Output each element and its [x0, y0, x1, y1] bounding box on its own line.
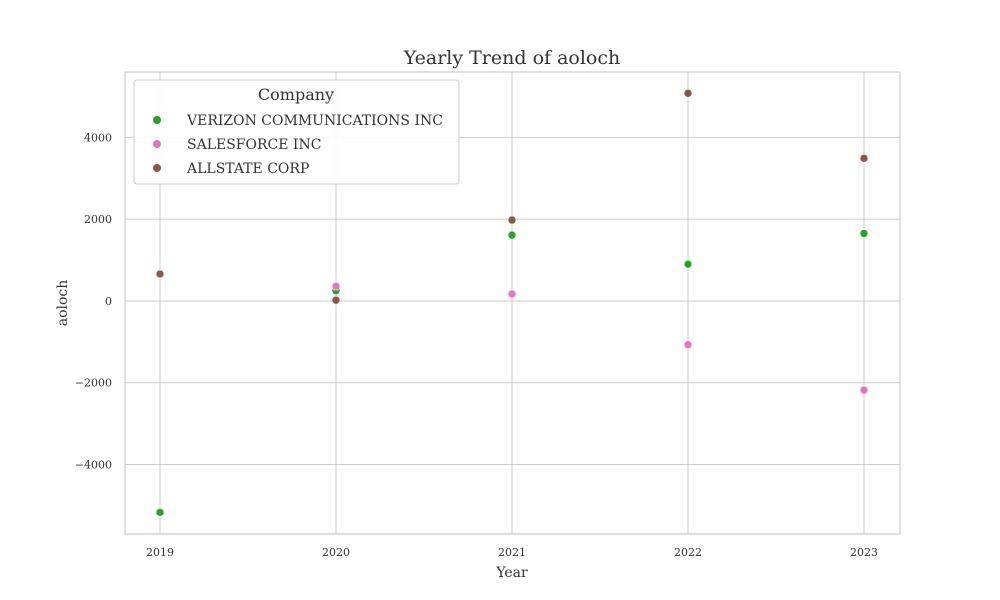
- y-tick-label: 4000: [84, 131, 112, 144]
- plot-frame: [124, 71, 901, 535]
- y-tick-label: 2000: [84, 213, 112, 226]
- legend-title: Company: [258, 85, 334, 104]
- x-tick-label: 2023: [850, 546, 878, 559]
- y-tick-label: −2000: [75, 377, 112, 390]
- data-point: [683, 88, 693, 98]
- x-tick-label: 2021: [498, 546, 526, 559]
- data-points: [155, 88, 869, 517]
- data-point: [155, 508, 165, 517]
- data-point: [155, 269, 165, 279]
- data-point: [683, 340, 693, 350]
- legend-marker: [153, 116, 161, 124]
- x-tick-label: 2022: [674, 546, 702, 559]
- legend-marker: [153, 164, 161, 172]
- x-tick-label: 2020: [322, 546, 350, 559]
- data-point: [331, 295, 341, 305]
- legend-label: SALESFORCE INC: [187, 137, 321, 153]
- y-axis-label: aoloch: [55, 280, 71, 327]
- data-point: [683, 259, 693, 269]
- x-tick-label: 2019: [146, 546, 174, 559]
- data-point: [507, 215, 517, 225]
- y-tick-label: −4000: [75, 458, 112, 471]
- legend-entries: VERIZON COMMUNICATIONS INC SALESFORCE INC…: [153, 113, 443, 177]
- data-point: [859, 385, 869, 395]
- data-point: [859, 153, 869, 163]
- legend: Company VERIZON COMMUNICATIONS INC SALESF…: [133, 79, 460, 185]
- legend-label: VERIZON COMMUNICATIONS INC: [186, 113, 443, 129]
- legend-box: [133, 79, 460, 185]
- y-tick-label: 0: [105, 295, 112, 308]
- data-point: [331, 281, 341, 291]
- data-point: [859, 229, 869, 238]
- chart-title: Yearly Trend of aoloch: [403, 47, 621, 69]
- x-axis-label: Year: [495, 565, 528, 581]
- data-point: [507, 230, 517, 240]
- tick-labels: 2019 2020 2021 2022 2023 −4000 −2000 0 2000 4000: [75, 131, 878, 559]
- legend-label: ALLSTATE CORP: [186, 161, 309, 177]
- data-point: [507, 289, 517, 299]
- legend-marker: [153, 140, 161, 148]
